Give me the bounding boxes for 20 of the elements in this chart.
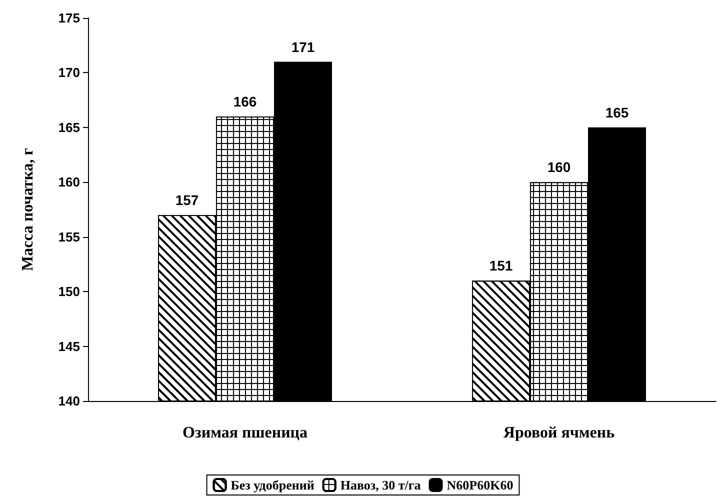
y-tick-label: 150 — [58, 284, 80, 300]
x-tick-label: Озимая пшеница — [182, 424, 308, 442]
y-axis-title: Масса початка, г — [20, 148, 36, 272]
data-label: 160 — [547, 159, 571, 176]
x-tick-label: Яровой ячмень — [503, 424, 616, 442]
legend-label: Без удобрений — [230, 478, 315, 492]
legend-label: N60P60K60 — [446, 478, 514, 492]
data-label: 166 — [233, 93, 257, 110]
y-tick-label: 170 — [58, 65, 80, 80]
data-label: 171 — [291, 38, 315, 55]
legend-label: Навоз, 30 т/га — [340, 478, 422, 492]
y-tick-label: 160 — [58, 174, 80, 190]
data-label: 165 — [605, 104, 629, 120]
y-tick-label: 155 — [58, 229, 80, 244]
y-tick-label: 165 — [58, 120, 80, 135]
y-tick-label: 140 — [58, 394, 80, 408]
y-tick-label: 145 — [58, 338, 80, 354]
data-label: 151 — [489, 258, 513, 274]
data-label: 157 — [175, 192, 199, 208]
y-tick-label: 175 — [58, 10, 80, 26]
